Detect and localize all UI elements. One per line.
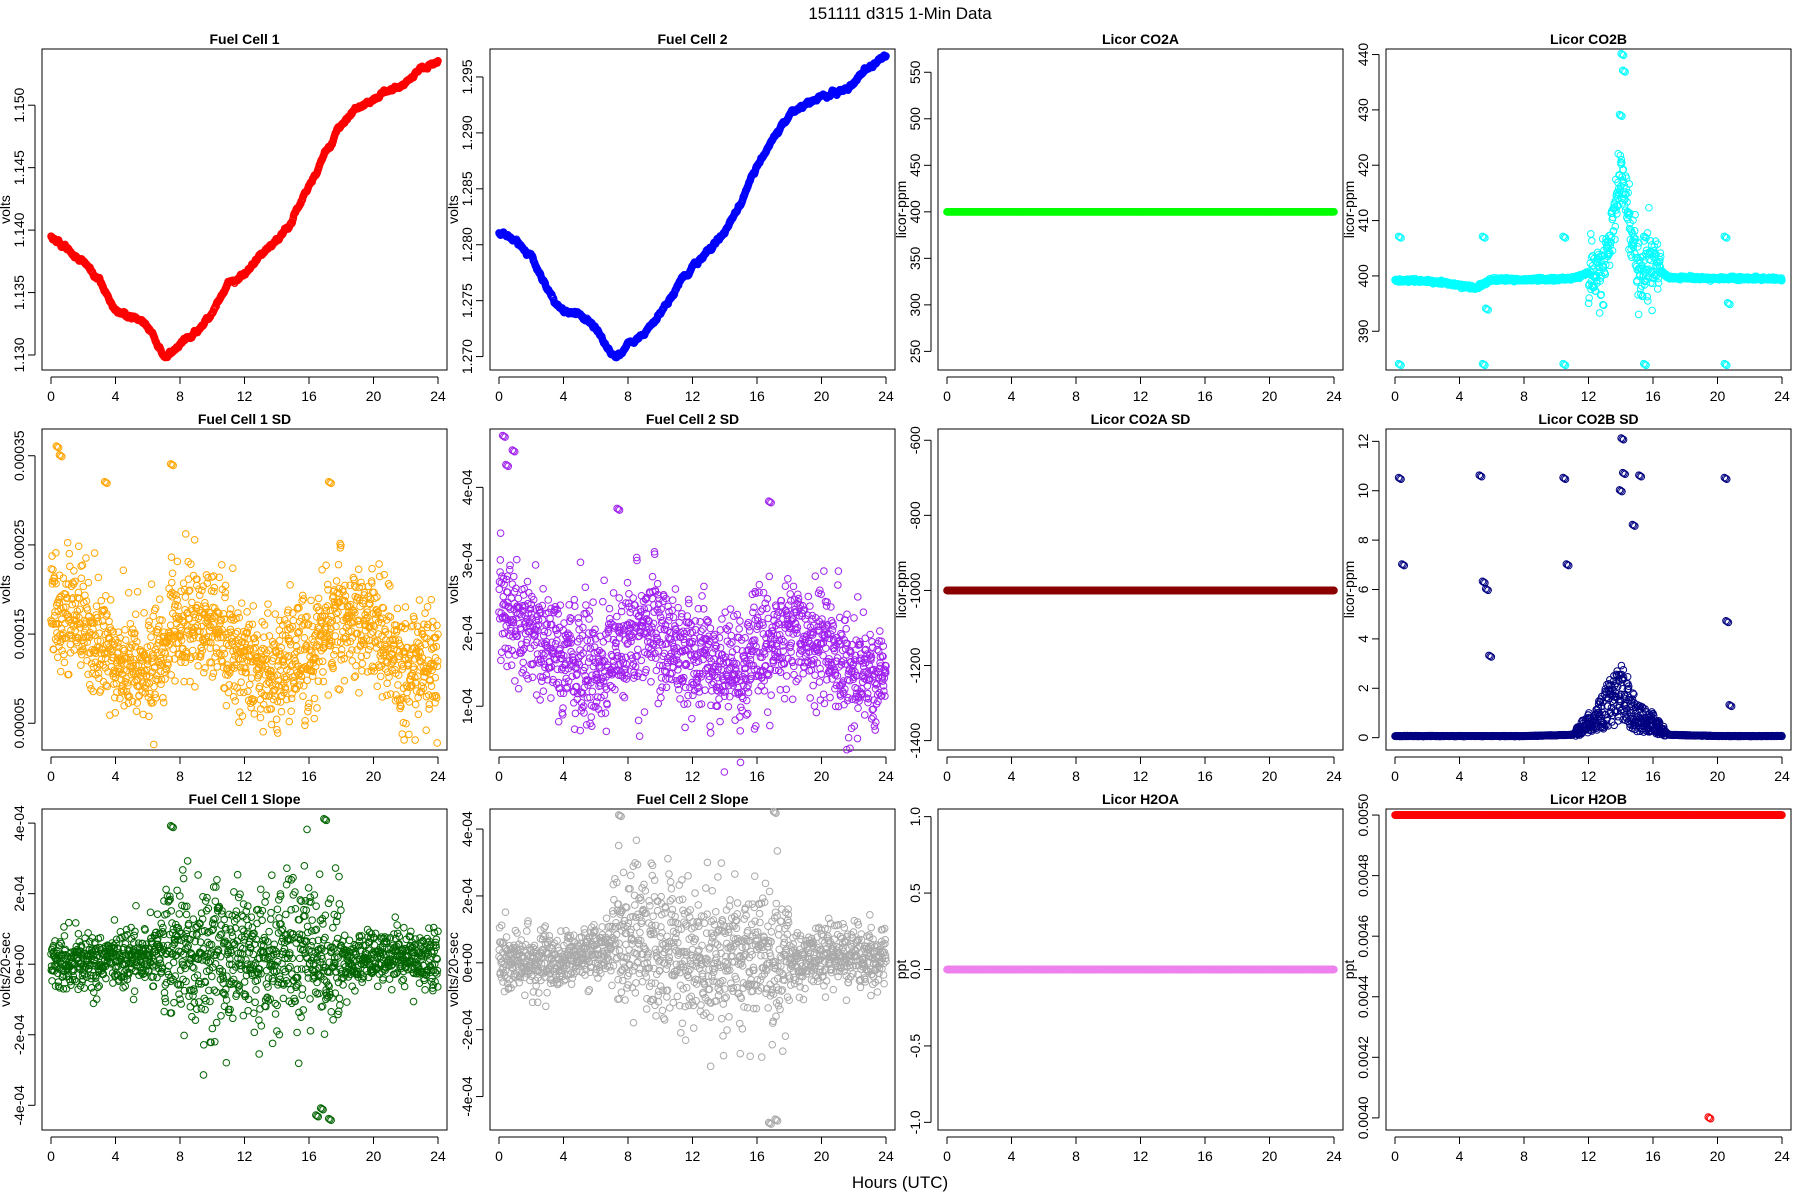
figure-x-axis-label: Hours (UTC) xyxy=(852,1173,948,1192)
x-tick-label: 16 xyxy=(301,388,317,404)
panel-fuel-cell-2: Fuel Cell 20 4 8 12 16 20 241.2701.2751.2801.2… xyxy=(445,31,896,404)
x-tick-label: 24 xyxy=(878,388,894,404)
y-tick-label: 390 xyxy=(1355,319,1371,343)
x-axis: 0 4 8 12 16 20 24 xyxy=(943,376,1342,404)
y-tick-label: 1.130 xyxy=(11,337,27,372)
y-tick-label: 1.270 xyxy=(459,339,475,374)
x-tick-label: 8 xyxy=(1072,388,1080,404)
y-tick-label: 1.145 xyxy=(11,150,27,185)
y-tick-label: 1.280 xyxy=(459,227,475,262)
x-tick-label: 20 xyxy=(1710,388,1726,404)
y-tick-label: 300 xyxy=(907,293,923,317)
x-tick-label: 24 xyxy=(430,388,446,404)
x-axis: 0 4 8 12 16 20 24 xyxy=(495,376,894,404)
x-tick-label: 16 xyxy=(1197,388,1213,404)
data-points xyxy=(943,208,1338,216)
x-axis: 0 4 8 12 16 20 24 xyxy=(47,376,446,404)
y-tick-label: 550 xyxy=(907,60,923,84)
y-axis: 250 300 350 400 450 500 550 xyxy=(907,60,932,363)
x-tick-label: 4 xyxy=(112,388,120,404)
panel-title: Licor CO2A xyxy=(1102,31,1179,47)
x-tick-label: 0 xyxy=(943,388,951,404)
plot-frame xyxy=(41,48,448,371)
x-tick-label: 0 xyxy=(47,388,55,404)
y-tick-label: 440 xyxy=(1355,43,1371,67)
y-axis-label: licor-ppm xyxy=(1341,181,1357,239)
panel-title: Fuel Cell 1 xyxy=(209,31,279,47)
y-tick-label: 430 xyxy=(1355,98,1371,122)
panel-licor-co2a: Licor CO2A 0 4 8 12 16 20 24 250 300 350 400 450 500 5… xyxy=(893,31,1344,404)
y-tick-label: 400 xyxy=(1355,264,1371,288)
y-tick-label: 1.150 xyxy=(11,87,27,122)
y-tick-label: 1.275 xyxy=(459,283,475,318)
y-tick-label: 1.290 xyxy=(459,115,475,150)
x-tick-label: 8 xyxy=(176,388,184,404)
x-tick-label: 4 xyxy=(1456,388,1464,404)
y-axis: 1.130 1.135 1.140 1.145 1.150 xyxy=(11,87,36,373)
x-tick-label: 24 xyxy=(1774,388,1790,404)
y-tick-label: 500 xyxy=(907,107,923,131)
x-tick-label: 12 xyxy=(1133,388,1149,404)
y-tick-label: 1.140 xyxy=(11,212,27,247)
x-tick-label: 12 xyxy=(685,388,701,404)
y-tick-label: 410 xyxy=(1355,209,1371,233)
x-tick-label: 0 xyxy=(495,388,503,404)
x-tick-label: 12 xyxy=(237,388,253,404)
panel-title: Licor CO2B xyxy=(1550,31,1627,47)
plot-frame xyxy=(1385,48,1792,371)
y-axis-label: volts xyxy=(445,195,461,224)
x-tick-label: 20 xyxy=(814,388,830,404)
x-tick-label: 20 xyxy=(1262,388,1278,404)
x-tick-label: 24 xyxy=(1326,388,1342,404)
data-points xyxy=(47,56,442,362)
y-tick-label: 400 xyxy=(907,200,923,224)
x-tick-label: 4 xyxy=(560,388,568,404)
y-tick-label: 450 xyxy=(907,153,923,177)
x-tick-label: 12 xyxy=(1581,388,1597,404)
y-tick-label: 250 xyxy=(907,339,923,363)
y-tick-label: 350 xyxy=(907,246,923,270)
y-tick-label: 1.135 xyxy=(11,275,27,310)
x-tick-label: 16 xyxy=(749,388,765,404)
y-axis: 390 400 410 420 430 440 xyxy=(1355,43,1380,343)
data-points xyxy=(495,51,890,362)
panel-licor-co2b: Licor CO2B 0 4 8 12 16 20 24 390 400 410 420 430 440 l… xyxy=(1341,31,1792,404)
y-tick-label: 1.295 xyxy=(459,59,475,94)
y-axis-label: volts xyxy=(0,195,13,224)
x-tick-label: 8 xyxy=(624,388,632,404)
x-tick-label: 8 xyxy=(1520,388,1528,404)
x-tick-label: 0 xyxy=(1391,388,1399,404)
data-points xyxy=(1391,49,1786,370)
x-axis: 0 4 8 12 16 20 24 xyxy=(1391,376,1790,404)
panel-title: Fuel Cell 2 xyxy=(657,31,727,47)
figure-title: 151111 d315 1-Min Data xyxy=(808,4,992,23)
x-tick-label: 20 xyxy=(366,388,382,404)
x-tick-label: 4 xyxy=(1008,388,1016,404)
y-axis-label: licor-ppm xyxy=(893,181,909,239)
y-axis: 1.270 1.275 1.280 1.285 1.290 1.295 xyxy=(459,59,484,374)
x-tick-label: 16 xyxy=(1645,388,1661,404)
panels: Fuel Cell 10 4 8 12 16 20 241.1301.1351.1401.1… xyxy=(0,31,1792,1164)
y-tick-label: 420 xyxy=(1355,153,1371,177)
y-tick-label: 1.285 xyxy=(459,171,475,206)
panel-fuel-cell-1: Fuel Cell 10 4 8 12 16 20 241.1301.1351.1401.1… xyxy=(0,31,448,404)
